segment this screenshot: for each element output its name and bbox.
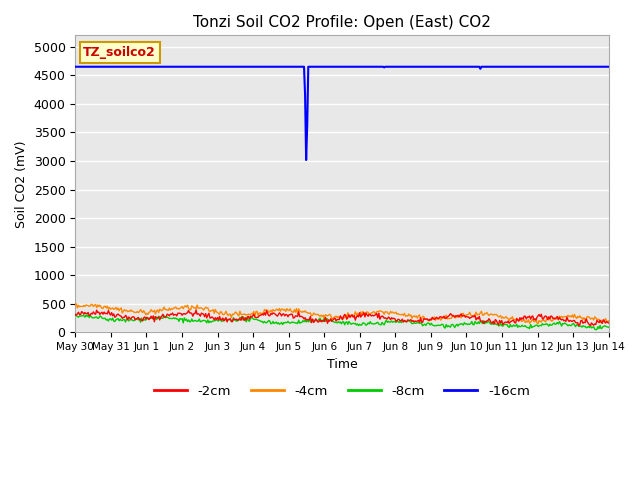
X-axis label: Time: Time [326,358,357,371]
Text: TZ_soilco2: TZ_soilco2 [83,46,156,59]
Title: Tonzi Soil CO2 Profile: Open (East) CO2: Tonzi Soil CO2 Profile: Open (East) CO2 [193,15,491,30]
Y-axis label: Soil CO2 (mV): Soil CO2 (mV) [15,140,28,228]
Legend: -2cm, -4cm, -8cm, -16cm: -2cm, -4cm, -8cm, -16cm [149,379,535,403]
